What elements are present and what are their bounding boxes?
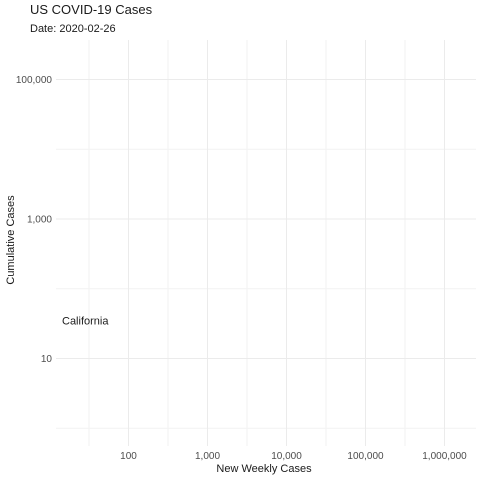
point-label: California xyxy=(62,316,109,328)
x-tick-label: 100 xyxy=(120,451,137,462)
minor-gridlines xyxy=(56,40,476,446)
major-gridlines xyxy=(56,40,476,446)
y-tick-label: 100,000 xyxy=(16,75,53,86)
x-axis-ticks: 100 1,000 10,000 100,000 1,000,000 xyxy=(120,451,467,462)
chart-subtitle: Date: 2020-02-26 xyxy=(30,23,116,35)
x-tick-label: 100,000 xyxy=(347,451,384,462)
x-tick-label: 1,000,000 xyxy=(422,451,467,462)
chart-title: US COVID-19 Cases xyxy=(30,2,153,17)
y-axis-title: Cumulative Cases xyxy=(5,195,17,285)
x-tick-label: 10,000 xyxy=(271,451,302,462)
y-axis-ticks: 10 1,000 100,000 xyxy=(16,75,53,365)
x-tick-label: 1,000 xyxy=(195,451,220,462)
data-points: California xyxy=(62,316,109,328)
y-tick-label: 10 xyxy=(41,354,53,365)
x-axis-title: New Weekly Cases xyxy=(216,463,312,475)
y-tick-label: 1,000 xyxy=(27,215,52,226)
